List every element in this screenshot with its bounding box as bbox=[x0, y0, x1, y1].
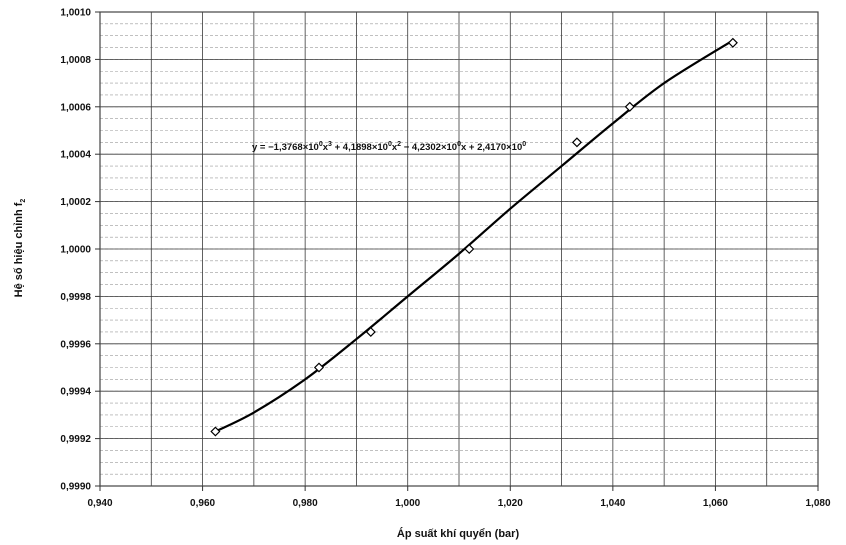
trendline bbox=[214, 39, 734, 433]
x-axis-ticks: 0,940 0,960 0,980 1,000 1,020 1,040 1,060 1,080 bbox=[87, 486, 831, 509]
y-tick-label: 0,9992 bbox=[60, 434, 91, 445]
x-tick-label: 1,020 bbox=[498, 498, 523, 509]
data-point-marker bbox=[727, 37, 738, 48]
y-tick-label: 1,0000 bbox=[60, 245, 91, 256]
x-tick-label: 1,000 bbox=[395, 498, 420, 509]
data-point-marker bbox=[313, 362, 325, 373]
data-points bbox=[210, 37, 738, 437]
y-tick-label: 1,0010 bbox=[60, 8, 91, 19]
y-tick-label: 1,0002 bbox=[60, 197, 91, 208]
x-tick-label: 1,040 bbox=[600, 498, 625, 509]
trendline-equation: y = −1,3768×100x3 + 4,1898×100x2 − 4,230… bbox=[252, 141, 526, 153]
y-axis-ticks: 0,9990 0,9992 0,9994 0,9996 0,9998 1,0000 1,00… bbox=[60, 8, 100, 493]
y-tick-label: 0,9998 bbox=[60, 292, 91, 303]
y-tick-label: 1,0004 bbox=[60, 150, 91, 161]
data-point-marker bbox=[210, 426, 221, 437]
y-tick-label: 0,9990 bbox=[60, 482, 91, 493]
y-tick-label: 1,0006 bbox=[60, 102, 91, 113]
x-tick-label: 1,080 bbox=[805, 498, 830, 509]
data-point-marker bbox=[571, 137, 583, 148]
x-tick-label: 1,060 bbox=[703, 498, 728, 509]
data-point-marker bbox=[624, 101, 635, 112]
data-point-marker bbox=[365, 326, 376, 337]
data-point-marker bbox=[464, 243, 475, 255]
y-tick-label: 1,0008 bbox=[60, 55, 91, 66]
x-axis-title: Áp suất khí quyển (bar) bbox=[397, 527, 520, 540]
x-tick-label: 0,960 bbox=[190, 498, 215, 509]
x-tick-label: 0,980 bbox=[293, 498, 318, 509]
y-tick-label: 0,9994 bbox=[60, 387, 91, 398]
grid-major bbox=[100, 12, 818, 486]
y-axis-title: Hệ số hiệu chỉnh f2 bbox=[13, 199, 27, 298]
x-tick-label: 0,940 bbox=[87, 498, 112, 509]
y-tick-label: 0,9996 bbox=[60, 339, 91, 350]
